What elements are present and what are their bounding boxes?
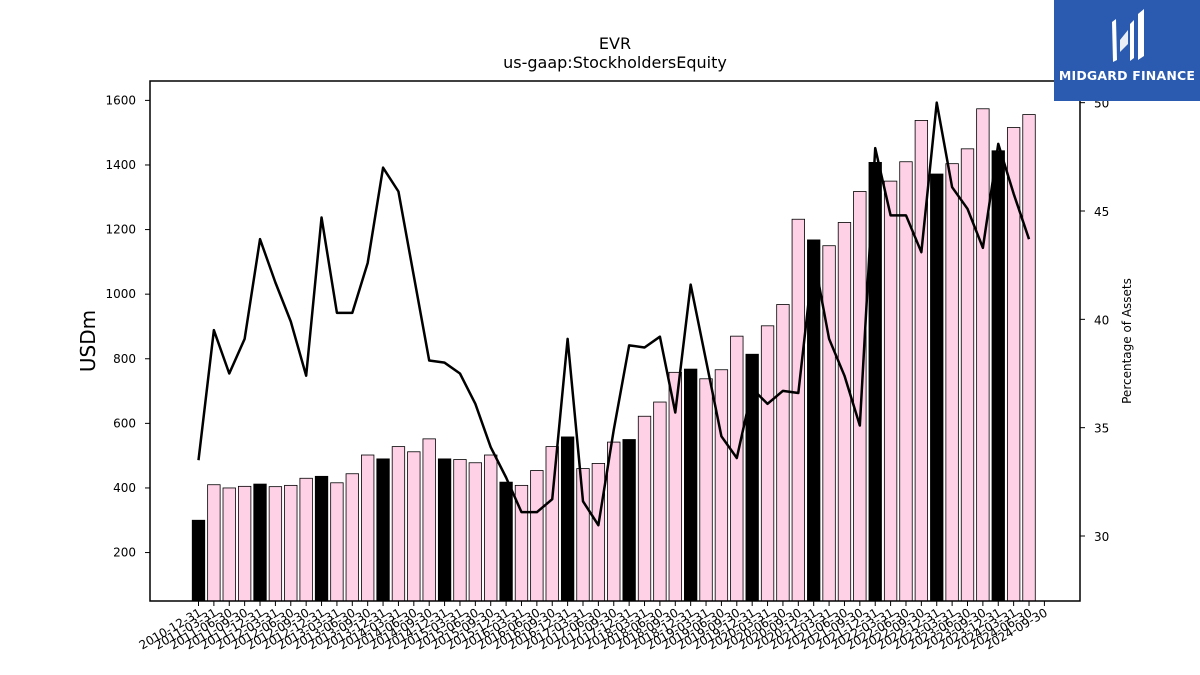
y-tick-label: 1600	[105, 93, 136, 107]
chart-title: EVR	[599, 34, 631, 53]
left-axis: 200 400 600 800 1000 1200 1400 1600	[105, 93, 150, 560]
bar	[468, 462, 482, 602]
bar	[484, 454, 498, 602]
bar	[1022, 114, 1036, 602]
bar	[437, 458, 452, 602]
bar	[684, 368, 698, 602]
bar	[914, 120, 929, 602]
line-group	[197, 101, 1031, 527]
bar	[699, 378, 713, 602]
plot-frame	[149, 80, 1081, 602]
y-axis-label: USDm	[76, 310, 100, 372]
y2-tick-label: 45	[1094, 205, 1109, 219]
bar	[376, 458, 390, 602]
y2-tick-label: 30	[1094, 530, 1109, 544]
y-tick-label: 400	[113, 481, 136, 495]
bar	[191, 519, 206, 602]
bar	[760, 325, 775, 602]
bar	[237, 485, 252, 602]
brand-name: MIDGARD FINANCE	[1058, 68, 1196, 83]
y2-tick-label: 40	[1094, 313, 1109, 327]
percentage-line	[197, 101, 1031, 527]
brand-badge: MIDGARD FINANCE	[1054, 0, 1200, 101]
bar	[560, 436, 575, 602]
y-tick-label: 1400	[105, 158, 136, 172]
y-tick-label: 600	[113, 416, 136, 430]
bar	[591, 463, 606, 602]
y-tick-label: 200	[113, 546, 136, 560]
bar	[945, 163, 959, 602]
bar	[822, 245, 836, 602]
bar	[530, 470, 544, 602]
bar	[299, 477, 313, 602]
chart-subtitle: us-gaap:StockholdersEquity	[503, 53, 727, 72]
bar	[714, 369, 729, 602]
x-axis: 2010-12-312011-03-312011-06-302011-09-30…	[137, 601, 1050, 652]
bar	[622, 439, 636, 602]
bar	[976, 108, 990, 602]
bar	[314, 475, 329, 602]
bar	[776, 304, 790, 602]
bar	[453, 459, 467, 602]
y-tick-label: 1200	[105, 223, 136, 237]
bar	[607, 441, 621, 602]
bar	[407, 451, 421, 602]
bar	[930, 173, 944, 602]
bar	[391, 446, 406, 602]
bar	[207, 484, 221, 602]
bar	[637, 415, 652, 602]
bar	[837, 222, 852, 602]
bar	[545, 446, 559, 602]
bar	[730, 335, 744, 602]
bar	[284, 484, 298, 602]
bar	[330, 482, 344, 602]
bar	[268, 486, 283, 602]
bar	[345, 473, 359, 602]
y2-axis-label: Percentage of Assets	[1120, 278, 1134, 404]
bar	[499, 481, 513, 602]
bar	[222, 487, 236, 602]
bar	[791, 218, 805, 602]
bar	[653, 401, 667, 602]
bar	[883, 180, 898, 602]
bar	[991, 150, 1005, 602]
brand-logo-icon	[1112, 9, 1144, 62]
bar	[422, 438, 436, 602]
y-tick-label: 800	[113, 352, 136, 366]
y-tick-label: 1000	[105, 287, 136, 301]
bar	[253, 483, 267, 602]
bar	[361, 454, 375, 602]
bar	[1006, 127, 1021, 602]
bars-group	[191, 108, 1036, 602]
bar	[853, 191, 867, 602]
y2-tick-label: 35	[1094, 422, 1109, 436]
